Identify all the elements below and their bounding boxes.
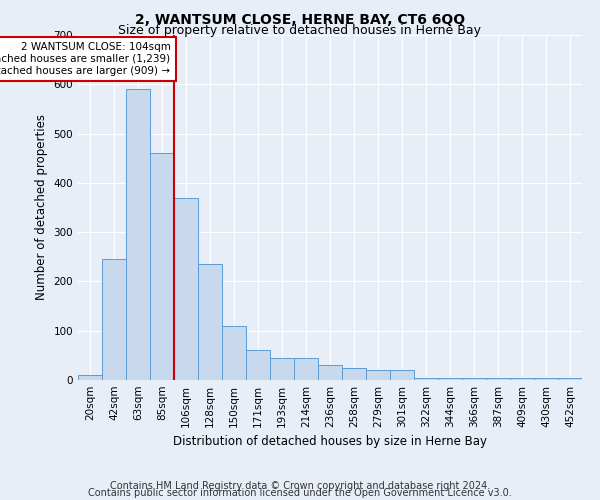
Bar bbox=[318, 365, 342, 380]
Bar bbox=[486, 378, 510, 380]
Bar bbox=[246, 350, 270, 380]
Bar bbox=[462, 378, 486, 380]
Bar bbox=[414, 378, 438, 380]
Bar bbox=[342, 368, 366, 380]
Bar bbox=[294, 358, 318, 380]
Bar bbox=[438, 378, 462, 380]
Bar bbox=[510, 378, 534, 380]
Bar bbox=[558, 378, 582, 380]
Bar bbox=[366, 370, 390, 380]
Text: Contains public sector information licensed under the Open Government Licence v3: Contains public sector information licen… bbox=[88, 488, 512, 498]
Bar bbox=[534, 378, 558, 380]
Bar bbox=[222, 326, 246, 380]
Bar bbox=[126, 89, 150, 380]
Y-axis label: Number of detached properties: Number of detached properties bbox=[35, 114, 48, 300]
Bar bbox=[102, 259, 126, 380]
Bar bbox=[78, 375, 102, 380]
Bar bbox=[150, 154, 174, 380]
Text: Size of property relative to detached houses in Herne Bay: Size of property relative to detached ho… bbox=[119, 24, 482, 37]
Text: Contains HM Land Registry data © Crown copyright and database right 2024.: Contains HM Land Registry data © Crown c… bbox=[110, 481, 490, 491]
Text: 2, WANTSUM CLOSE, HERNE BAY, CT6 6QQ: 2, WANTSUM CLOSE, HERNE BAY, CT6 6QQ bbox=[135, 12, 465, 26]
Bar bbox=[270, 358, 294, 380]
Text: 2 WANTSUM CLOSE: 104sqm
← 57% of detached houses are smaller (1,239)
42% of semi: 2 WANTSUM CLOSE: 104sqm ← 57% of detache… bbox=[0, 42, 170, 76]
X-axis label: Distribution of detached houses by size in Herne Bay: Distribution of detached houses by size … bbox=[173, 436, 487, 448]
Bar bbox=[390, 370, 414, 380]
Bar bbox=[174, 198, 198, 380]
Bar bbox=[198, 264, 222, 380]
